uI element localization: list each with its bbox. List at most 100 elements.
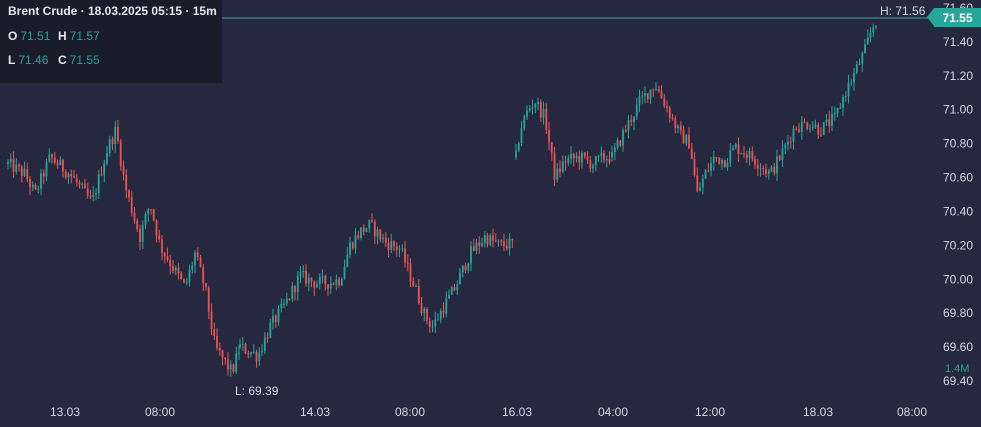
candle-body <box>778 156 781 160</box>
candle-body <box>428 320 431 327</box>
candle-body <box>180 273 183 279</box>
candle-body <box>635 104 638 117</box>
candle-body <box>409 263 412 282</box>
candle-body <box>534 104 537 108</box>
candle-body <box>644 93 646 96</box>
candle-body <box>751 151 754 160</box>
candle-body <box>798 129 800 132</box>
candle-body <box>677 125 679 129</box>
candle-body <box>346 254 349 267</box>
candle-body <box>64 171 67 178</box>
candle-body <box>578 156 581 163</box>
candle-body <box>660 91 663 99</box>
candle-body <box>567 158 570 163</box>
candle-body <box>67 174 70 178</box>
candle-body <box>448 294 450 299</box>
candle-body <box>528 108 531 111</box>
candle-body <box>517 143 520 151</box>
price-tick-label: 71.00 <box>943 103 973 117</box>
candle-body <box>239 344 241 348</box>
candle-body <box>18 164 20 167</box>
candle-body <box>393 241 395 247</box>
candle-body <box>833 112 836 115</box>
candle-body <box>773 166 776 174</box>
candle-body <box>489 235 492 245</box>
candle-body <box>15 164 18 172</box>
price-tick-label: 70.40 <box>943 204 973 218</box>
candle-body <box>196 252 199 258</box>
candle-body <box>869 32 872 38</box>
candle-body <box>679 125 682 130</box>
candle-body <box>20 166 23 176</box>
price-axis[interactable]: 71.6071.4071.2071.0070.8070.6070.4070.20… <box>943 1 973 388</box>
candle-body <box>831 114 833 127</box>
candle-body <box>715 157 718 159</box>
time-tick-label: 08:00 <box>897 405 927 419</box>
candle-body <box>666 106 668 108</box>
candle-body <box>745 154 748 158</box>
candle-body <box>556 168 559 180</box>
candle-body <box>858 63 861 65</box>
candle-body <box>133 212 136 221</box>
candle-body <box>638 96 641 105</box>
candle-body <box>561 161 564 172</box>
candle-body <box>515 150 517 158</box>
open-value: O 71.51 <box>8 29 51 43</box>
candle-body <box>141 224 144 242</box>
time-tick-label: 13.03 <box>50 405 80 419</box>
candle-body <box>861 52 864 64</box>
time-tick-label: 12:00 <box>695 405 725 419</box>
candle-body <box>155 220 158 236</box>
candle-body <box>767 170 770 175</box>
candle-body <box>224 357 227 360</box>
candle-body <box>721 159 723 164</box>
candle-body <box>73 176 75 178</box>
candle-body <box>23 168 26 176</box>
candle-body <box>332 283 335 285</box>
session-high-marker: H: 71.56 <box>880 4 926 18</box>
symbol-title: Brent Crude · 18.03.2025 05:15 · 15m <box>8 4 217 18</box>
candle-body <box>472 246 475 251</box>
candle-body <box>415 286 417 287</box>
candle-body <box>431 326 434 328</box>
candle-body <box>459 272 461 285</box>
candle-body <box>202 267 205 284</box>
candle-body <box>503 241 505 246</box>
candle-body <box>693 158 696 176</box>
candle-body <box>442 310 445 314</box>
candle-body <box>29 179 31 188</box>
candle-body <box>461 265 464 273</box>
candle-body <box>492 235 494 241</box>
candle-body <box>437 319 439 321</box>
candle-body <box>338 279 340 286</box>
candle-body <box>351 242 354 249</box>
candle-body <box>583 152 586 157</box>
candle-body <box>75 177 78 183</box>
candle-body <box>108 139 111 154</box>
candle-body <box>712 157 715 163</box>
price-tick-label: 70.00 <box>943 272 973 286</box>
candle-body <box>866 37 869 45</box>
candle-body <box>216 336 218 348</box>
candle-body <box>285 298 288 304</box>
candle-body <box>627 120 630 131</box>
candle-body <box>822 122 825 135</box>
candle-body <box>371 220 373 222</box>
candle-body <box>119 141 122 167</box>
candle-body <box>690 148 693 159</box>
candle-body <box>221 350 224 358</box>
candle-body <box>247 353 250 355</box>
candle-body <box>657 89 660 92</box>
candle-body <box>241 343 244 345</box>
candle-body <box>671 117 674 119</box>
candle-body <box>803 121 806 124</box>
candle-body <box>144 214 147 225</box>
candle-body <box>494 240 497 242</box>
candle-body <box>789 141 792 143</box>
candle-body <box>103 163 106 176</box>
candle-body <box>244 343 247 354</box>
candle-body <box>734 144 737 148</box>
candle-body <box>26 168 29 180</box>
time-axis[interactable]: 13.03 08:00 14.03 08:00 16.03 04:00 12:00 18.03… <box>50 405 927 419</box>
